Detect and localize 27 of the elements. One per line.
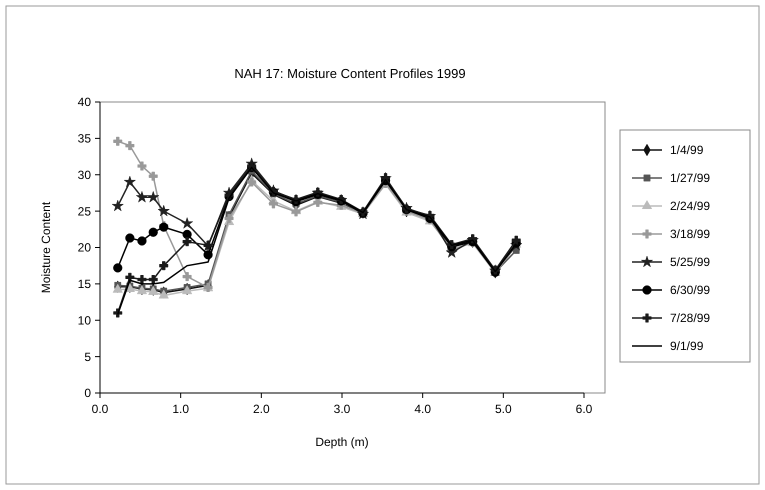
- y-tick-label: 0: [84, 386, 92, 400]
- x-tick-label: 4.0: [414, 402, 432, 416]
- y-tick-label: 40: [78, 95, 92, 110]
- y-axis-title: Moisture Content: [39, 201, 53, 294]
- y-tick-label: 30: [78, 168, 92, 182]
- y-tick-label: 35: [78, 132, 92, 146]
- legend-label: 6/30/99: [670, 283, 710, 298]
- y-tick-label: 20: [78, 240, 92, 255]
- x-tick-label: 1.0: [172, 402, 190, 416]
- x-tick-label: 0.0: [92, 402, 109, 416]
- y-tick-label: 10: [78, 313, 92, 328]
- legend-label: 5/25/99: [670, 255, 710, 270]
- x-tick-label: 6.0: [576, 402, 593, 416]
- y-tick-label: 25: [78, 204, 92, 218]
- legend-label: 1/27/99: [670, 171, 710, 186]
- x-axis-title: Depth (m): [315, 435, 369, 449]
- chart-title: NAH 17: Moisture Content Profiles 1999: [234, 66, 466, 81]
- y-tick-label: 15: [78, 277, 92, 292]
- legend-label: 2/24/99: [670, 199, 710, 214]
- legend-label: 1/4/99: [670, 143, 704, 158]
- legend-label: 9/1/99: [670, 339, 704, 354]
- legend-label: 7/28/99: [670, 311, 710, 326]
- x-tick-label: 2.0: [252, 402, 270, 416]
- legend-label: 3/18/99: [670, 227, 710, 242]
- x-tick-label: 3.0: [334, 402, 351, 416]
- x-tick-label: 5.0: [494, 402, 512, 416]
- y-tick-label: 5: [84, 350, 92, 364]
